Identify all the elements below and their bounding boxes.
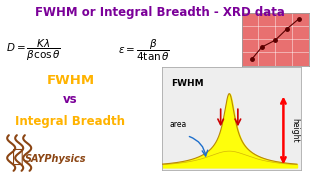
Text: FWHM or Integral Breadth - XRD data: FWHM or Integral Breadth - XRD data <box>35 6 285 19</box>
Text: ⥼: ⥼ <box>12 147 23 166</box>
Text: vs: vs <box>63 93 78 106</box>
Text: $\varepsilon = \dfrac{\beta}{4\tan\theta}$: $\varepsilon = \dfrac{\beta}{4\tan\theta… <box>118 38 170 63</box>
Text: $D = \dfrac{K\lambda}{\beta\cos\theta}$: $D = \dfrac{K\lambda}{\beta\cos\theta}$ <box>6 38 61 63</box>
Text: SAYPhysics: SAYPhysics <box>25 154 87 164</box>
Text: area: area <box>169 120 187 129</box>
Text: FWHM: FWHM <box>171 79 204 88</box>
Text: FWHM: FWHM <box>46 74 94 87</box>
Text: height: height <box>290 118 299 143</box>
Text: Integral Breadth: Integral Breadth <box>15 115 125 128</box>
